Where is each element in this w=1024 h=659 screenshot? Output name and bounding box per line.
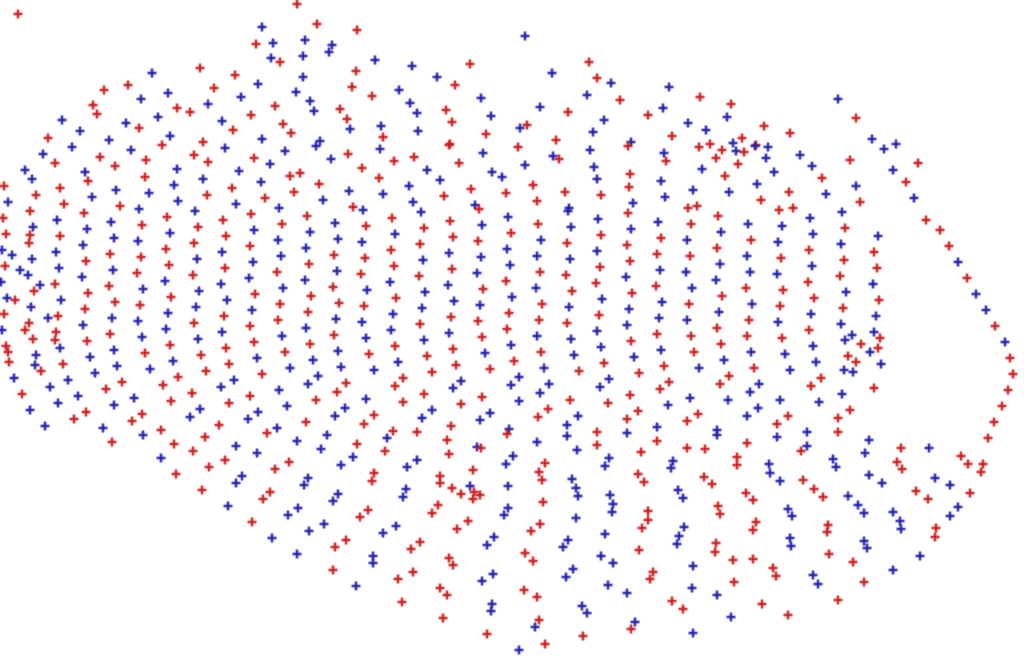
scatter-figure <box>0 0 1024 659</box>
scatter-plot-canvas <box>0 0 1024 659</box>
